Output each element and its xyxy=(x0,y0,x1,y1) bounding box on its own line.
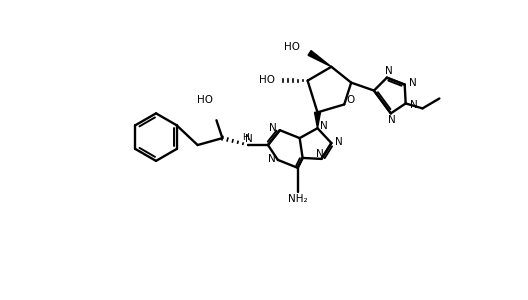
Text: N: N xyxy=(388,115,395,125)
Text: HO: HO xyxy=(196,95,213,106)
Text: N: N xyxy=(246,134,253,144)
Text: O: O xyxy=(346,95,354,106)
Polygon shape xyxy=(308,51,332,67)
Text: HO: HO xyxy=(284,42,300,52)
Text: N: N xyxy=(410,100,418,110)
Text: NH₂: NH₂ xyxy=(288,194,307,203)
Text: N: N xyxy=(335,137,343,147)
Text: N: N xyxy=(268,154,276,164)
Text: N: N xyxy=(409,78,417,88)
Polygon shape xyxy=(315,112,320,128)
Text: N: N xyxy=(319,121,327,131)
Text: N: N xyxy=(316,149,323,159)
Text: HO: HO xyxy=(259,75,275,85)
Text: N: N xyxy=(385,66,393,76)
Text: N: N xyxy=(269,123,277,133)
Text: H: H xyxy=(242,133,249,142)
